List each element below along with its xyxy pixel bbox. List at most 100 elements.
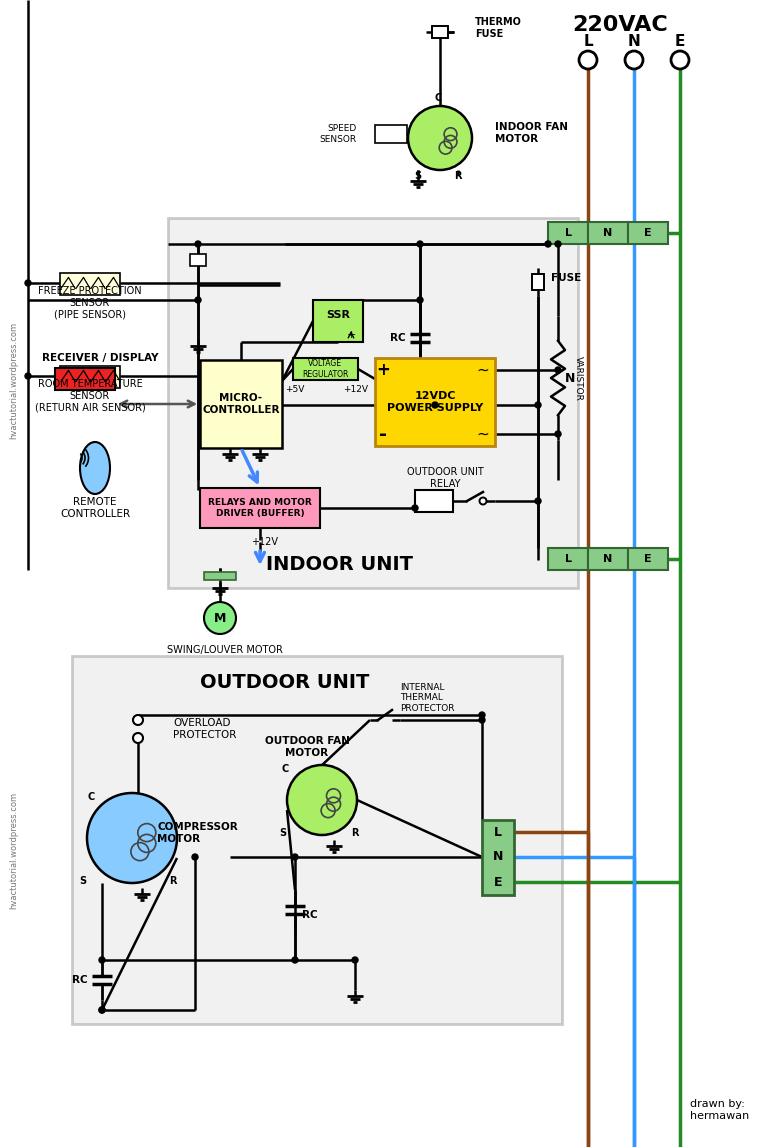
- Text: MICRO-
CONTROLLER: MICRO- CONTROLLER: [202, 393, 280, 415]
- Text: OUTDOOR UNIT
RELAY: OUTDOOR UNIT RELAY: [406, 467, 483, 489]
- Text: FUSE: FUSE: [551, 273, 581, 283]
- Text: +: +: [376, 361, 390, 379]
- Circle shape: [671, 50, 689, 69]
- Bar: [415, 490, 453, 512]
- Bar: [482, 820, 514, 895]
- Bar: [313, 301, 363, 342]
- Text: R: R: [454, 171, 462, 181]
- Text: +12V: +12V: [343, 385, 369, 395]
- Text: RC: RC: [302, 910, 318, 920]
- Bar: [628, 548, 668, 570]
- Text: E: E: [644, 228, 652, 237]
- Circle shape: [87, 793, 177, 883]
- Text: E: E: [644, 554, 652, 564]
- Circle shape: [555, 431, 561, 437]
- Text: hvactutorial.wordpress.com: hvactutorial.wordpress.com: [9, 791, 18, 908]
- Circle shape: [292, 957, 298, 963]
- Circle shape: [412, 505, 418, 512]
- Circle shape: [479, 498, 486, 505]
- Circle shape: [417, 297, 423, 303]
- Bar: [293, 358, 358, 380]
- Text: C: C: [281, 764, 289, 774]
- Text: REMOTE
CONTROLLER: REMOTE CONTROLLER: [60, 497, 130, 518]
- Text: 12VDC
POWER SUPPLY: 12VDC POWER SUPPLY: [387, 391, 483, 413]
- Circle shape: [192, 855, 198, 860]
- Text: C: C: [88, 791, 94, 802]
- Circle shape: [625, 50, 643, 69]
- Text: C: C: [435, 93, 442, 103]
- Text: INTERNAL
THERMAL
PROTECTOR: INTERNAL THERMAL PROTECTOR: [400, 684, 455, 713]
- Text: RC: RC: [390, 333, 406, 343]
- Text: ROOM TEMPERATURE
SENSOR
(RETURN AIR SENSOR): ROOM TEMPERATURE SENSOR (RETURN AIR SENS…: [35, 380, 145, 413]
- Circle shape: [432, 401, 438, 408]
- Circle shape: [133, 715, 143, 725]
- Bar: [55, 368, 115, 390]
- Bar: [548, 223, 588, 244]
- Text: L: L: [583, 34, 593, 49]
- Bar: [532, 274, 544, 290]
- Text: M: M: [214, 611, 227, 624]
- Circle shape: [204, 602, 236, 634]
- Text: S: S: [280, 828, 286, 838]
- Text: COMPRESSOR
MOTOR: COMPRESSOR MOTOR: [157, 822, 238, 844]
- Circle shape: [99, 1007, 105, 1013]
- Circle shape: [133, 733, 143, 743]
- Circle shape: [579, 50, 597, 69]
- Text: E: E: [494, 875, 502, 889]
- Text: SWING/LOUVER MOTOR: SWING/LOUVER MOTOR: [167, 645, 283, 655]
- Circle shape: [25, 373, 31, 379]
- Text: N: N: [627, 34, 641, 49]
- Text: S: S: [79, 876, 87, 885]
- Circle shape: [195, 297, 201, 303]
- Text: L: L: [494, 826, 502, 838]
- Text: N: N: [493, 850, 503, 864]
- Text: FREEZE PROTECTION
SENSOR
(PIPE SENSOR): FREEZE PROTECTION SENSOR (PIPE SENSOR): [38, 287, 142, 320]
- Text: S: S: [415, 171, 422, 181]
- Circle shape: [555, 241, 561, 247]
- Text: RC: RC: [72, 975, 88, 985]
- Text: RECEIVER / DISPLAY: RECEIVER / DISPLAY: [41, 353, 158, 362]
- Circle shape: [417, 241, 423, 247]
- Text: THERMO
FUSE: THERMO FUSE: [475, 17, 522, 39]
- Text: VARISTOR: VARISTOR: [574, 356, 582, 400]
- Circle shape: [25, 280, 31, 286]
- Text: +5V: +5V: [286, 385, 305, 395]
- Bar: [200, 360, 282, 448]
- Text: INDOOR UNIT: INDOOR UNIT: [266, 555, 413, 575]
- Text: 220VAC: 220VAC: [572, 15, 668, 36]
- Text: RELAYS AND MOTOR
DRIVER (BUFFER): RELAYS AND MOTOR DRIVER (BUFFER): [208, 498, 312, 517]
- Circle shape: [292, 855, 298, 860]
- Bar: [190, 253, 206, 266]
- Bar: [375, 125, 407, 143]
- Text: SPEED
SENSOR: SPEED SENSOR: [320, 124, 357, 143]
- Text: +12V: +12V: [251, 537, 279, 547]
- Circle shape: [352, 957, 358, 963]
- Bar: [588, 223, 628, 244]
- Circle shape: [287, 765, 357, 835]
- Bar: [72, 656, 562, 1024]
- Bar: [60, 366, 120, 388]
- Text: N: N: [604, 228, 613, 237]
- Bar: [200, 487, 320, 528]
- Bar: [432, 26, 448, 38]
- Bar: [588, 548, 628, 570]
- Text: +: +: [346, 330, 356, 340]
- Circle shape: [195, 241, 201, 247]
- Text: N: N: [564, 372, 575, 384]
- Bar: [548, 548, 588, 570]
- Text: R: R: [169, 876, 177, 885]
- Bar: [204, 572, 236, 580]
- Text: R: R: [351, 828, 359, 838]
- Text: L: L: [564, 554, 571, 564]
- Bar: [60, 273, 120, 295]
- Bar: [375, 358, 495, 446]
- Text: OVERLOAD
PROTECTOR: OVERLOAD PROTECTOR: [173, 718, 237, 740]
- Circle shape: [535, 401, 541, 408]
- Text: hvactutorial.wordpress.com: hvactutorial.wordpress.com: [9, 321, 18, 438]
- Circle shape: [99, 957, 105, 963]
- Text: E: E: [675, 34, 685, 49]
- Text: OUTDOOR FAN
MOTOR: OUTDOOR FAN MOTOR: [264, 736, 349, 758]
- Circle shape: [555, 367, 561, 373]
- Circle shape: [545, 241, 551, 247]
- Circle shape: [535, 498, 541, 504]
